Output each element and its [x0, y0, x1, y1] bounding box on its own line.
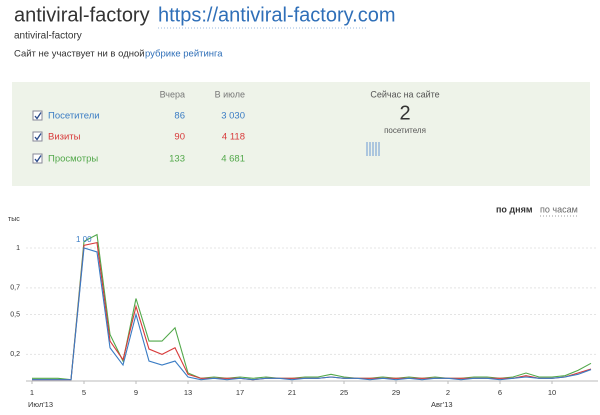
y-tick-label: 0,2: [10, 351, 20, 358]
y-tick-label: 1: [16, 245, 20, 252]
site-subtitle: antiviral-factory: [14, 31, 82, 42]
online-title: Сейчас на сайте: [370, 89, 439, 99]
y-tick-label: 0,7: [10, 285, 20, 292]
notice: Сайт не участвует ни в одной: [14, 49, 145, 60]
checkmark: [34, 112, 42, 120]
stats-panel: [12, 82, 590, 186]
site-title: antiviral-factory: [14, 4, 150, 26]
online-count: 2: [399, 102, 410, 124]
site-link[interactable]: https://antiviral-factory.com: [158, 4, 395, 26]
y-unit: тыс: [8, 216, 20, 223]
x-tick-label: 9: [134, 388, 138, 397]
row-label: Посетители: [48, 111, 100, 122]
x-tick-label: 10: [548, 388, 556, 397]
row-yesterday: 133: [169, 154, 185, 165]
chart: 0,2 0,5 0,7 1 1 5 9 13 17 21 25 29 2 6 10 Июл'13 Авг'13 1…: [10, 233, 598, 409]
checkbox[interactable]: [32, 131, 43, 142]
checkbox[interactable]: [32, 110, 43, 121]
x-tick-label: 25: [340, 388, 348, 397]
tab-active[interactable]: по дням: [496, 204, 533, 214]
online-icon: [366, 142, 380, 156]
series-line: [32, 247, 592, 381]
y-tick-label: 0,5: [10, 311, 20, 318]
series-line: [32, 233, 592, 381]
x-tick-label: 2: [446, 388, 450, 397]
row-month: 3 030: [221, 111, 245, 122]
stats-rows: Посетители 86 3 030 Визиты 90 4 118 Просмотры 1…: [32, 110, 245, 165]
column-header: В июле: [215, 89, 245, 99]
x-tick-label: 21: [288, 388, 296, 397]
month-label: Июл'13: [28, 400, 53, 409]
x-tick-label: 13: [184, 388, 192, 397]
tab[interactable]: по часам: [540, 204, 578, 214]
checkbox[interactable]: [32, 153, 43, 164]
x-tick-label: 5: [82, 388, 86, 397]
checkmark: [34, 133, 42, 141]
row-label: Визиты: [48, 132, 81, 143]
x-tick-label: 17: [236, 388, 244, 397]
row-month: 4 681: [221, 154, 245, 165]
checkmark: [34, 155, 42, 163]
x-tick-label: 29: [392, 388, 400, 397]
column-header: Вчера: [160, 89, 185, 99]
month-label: Авг'13: [431, 400, 453, 409]
annotation: 1 00: [76, 235, 92, 244]
row-month: 4 118: [222, 132, 245, 143]
x-tick-label: 1: [30, 388, 34, 397]
row-yesterday: 86: [174, 111, 185, 122]
row-label: Просмотры: [48, 154, 98, 165]
row-yesterday: 90: [174, 132, 185, 143]
notice-link[interactable]: рубрике рейтинга: [145, 49, 223, 60]
series-line: [32, 241, 592, 381]
x-tick-label: 6: [498, 388, 502, 397]
online-label: посетителя: [384, 126, 426, 135]
